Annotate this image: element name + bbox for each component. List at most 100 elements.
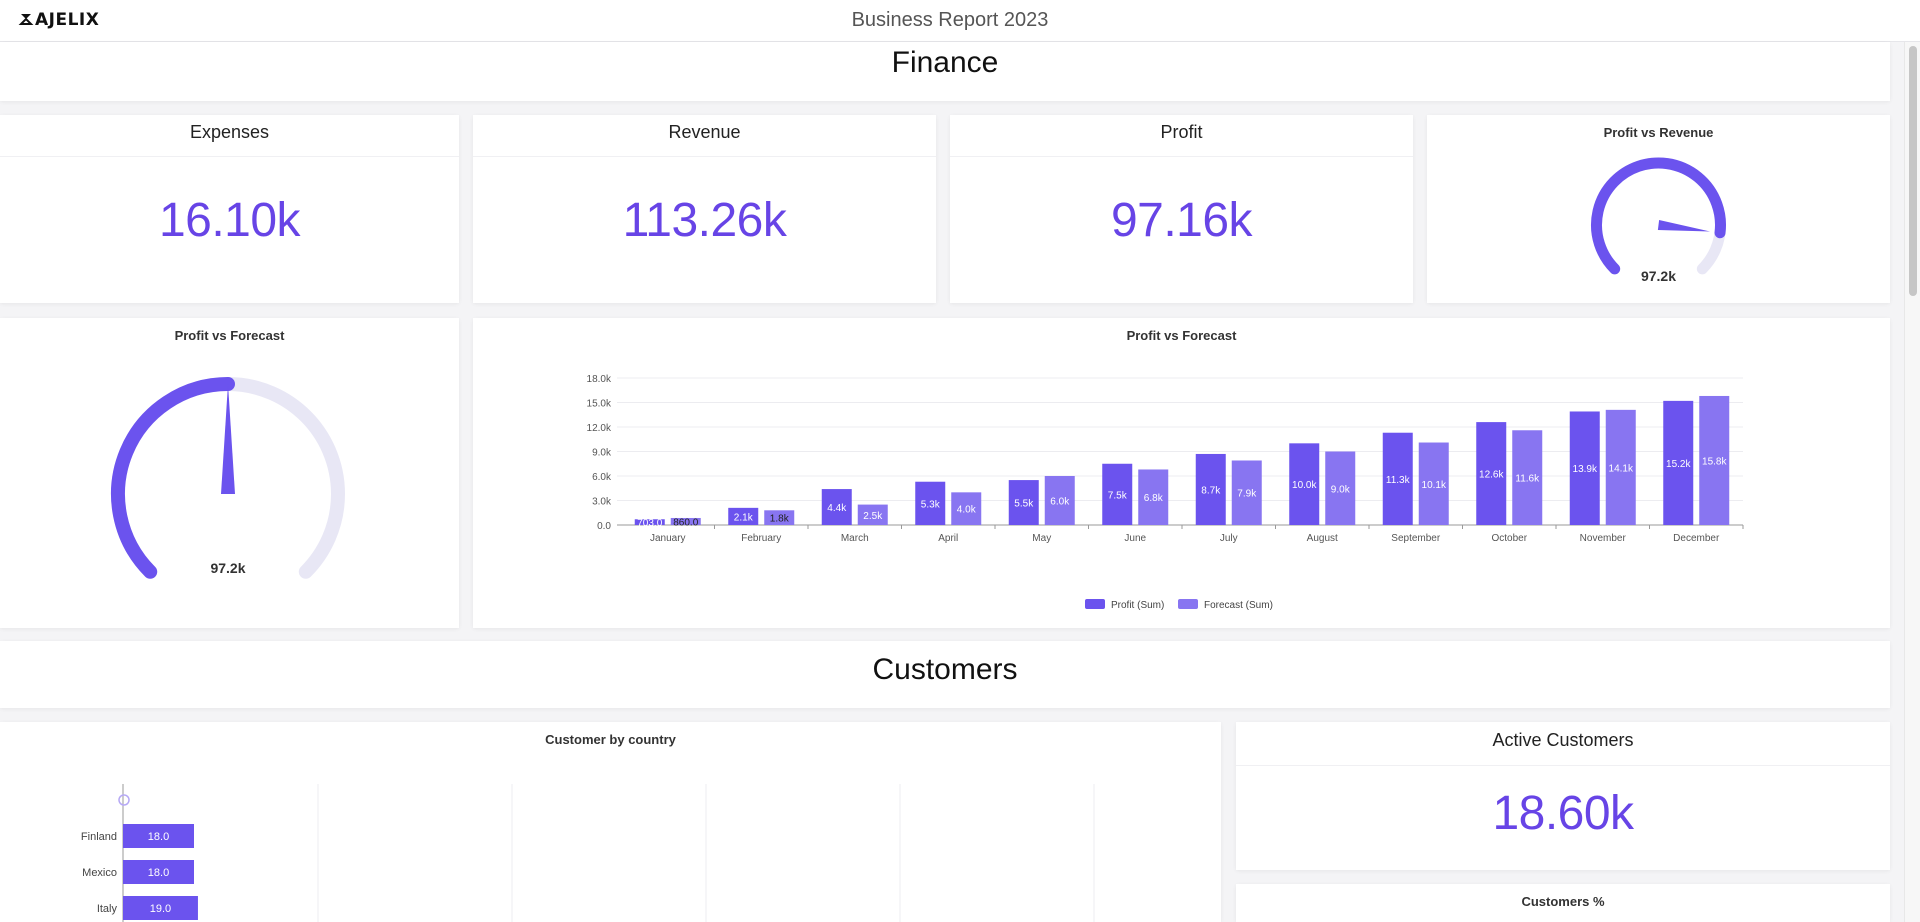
- report-title: Business Report 2023: [851, 9, 1049, 31]
- finance-section-header: Finance: [0, 42, 1890, 101]
- bar: [1605, 409, 1636, 525]
- legend-swatch: [1178, 599, 1198, 609]
- kpi-value-expenses: 16.10k: [158, 194, 301, 247]
- x-tick-label: April: [938, 533, 958, 544]
- bar-data-label: 18.0: [148, 831, 169, 843]
- bar: [670, 517, 701, 525]
- gauge-large-fill: [111, 377, 235, 579]
- legend-label: Forecast (Sum): [1204, 600, 1273, 611]
- kpi-value-profit: 97.16k: [1110, 194, 1253, 247]
- customer-by-country-card: Customer by country 18.0 Finland 18.0 Mexic…: [0, 722, 1221, 922]
- active-customers-value: 18.60k: [1492, 787, 1634, 840]
- bar-data-label: 12.6k: [1479, 470, 1504, 481]
- active-customers-title: Active Customers: [1236, 722, 1890, 766]
- page-scrollbar[interactable]: [1904, 42, 1920, 922]
- x-tick-label: November: [1580, 533, 1627, 544]
- x-tick-label: February: [741, 533, 781, 544]
- bar-data-label: 14.1k: [1609, 463, 1634, 474]
- y-tick-label: 3.0k: [592, 497, 612, 508]
- y-tick-label: 6.0k: [592, 472, 612, 483]
- finance-section-title: Finance: [891, 46, 999, 79]
- bar-data-label: 2.5k: [863, 511, 883, 522]
- profit-vs-forecast-gauge-card: Profit vs Forecast 97.2k: [0, 318, 459, 628]
- bar-data-label: 6.0k: [1050, 497, 1070, 508]
- bar: [123, 824, 194, 848]
- y-tick-label: 0.0: [597, 521, 611, 532]
- bar-data-label: 15.8k: [1702, 456, 1727, 467]
- legend-swatch: [1085, 599, 1105, 609]
- bar: [634, 519, 665, 525]
- top-bar: AJELIX Business Report 2023: [0, 0, 1920, 42]
- x-tick-label: January: [650, 533, 686, 544]
- gauge-small-needle: [1657, 220, 1711, 232]
- customers-section-title: Customers: [872, 653, 1018, 686]
- customers-percent-card: Customers %: [1236, 884, 1890, 922]
- bar: [821, 489, 852, 525]
- bar: [951, 492, 982, 525]
- bar: [1195, 453, 1226, 525]
- bar-data-label: 11.6k: [1515, 474, 1540, 485]
- active-customers-card: Active Customers 18.60k: [1236, 722, 1890, 870]
- kpi-card-revenue: Revenue 113.26k: [473, 115, 936, 303]
- bar: [123, 896, 198, 920]
- legend-label: Profit (Sum): [1111, 600, 1164, 611]
- customer-by-country-chart: 18.0 Finland 18.0 Mexico 19.0 Italy: [81, 784, 1095, 922]
- bar: [1476, 422, 1507, 525]
- kpi-card-expenses: Expenses 16.10k: [0, 115, 459, 303]
- bar: [1418, 442, 1449, 525]
- bar-data-label: 6.8k: [1144, 493, 1164, 504]
- bar: [1512, 430, 1543, 525]
- bar: [1289, 443, 1320, 525]
- x-tick-label: June: [1124, 533, 1146, 544]
- gauge-small-value: 97.2k: [1641, 268, 1676, 284]
- bar: [1382, 432, 1413, 525]
- bar-data-label: 19.0: [150, 903, 171, 915]
- x-tick-label: August: [1307, 533, 1338, 544]
- profit-vs-forecast-chart-title: Profit vs Forecast: [1126, 328, 1237, 343]
- bar-data-label: 5.3k: [921, 499, 941, 510]
- gauge-large-value: 97.2k: [210, 560, 245, 576]
- ajelix-logo[interactable]: AJELIX: [18, 10, 99, 30]
- y-category-label: Mexico: [82, 867, 117, 879]
- gauge-large-needle: [221, 384, 235, 494]
- y-tick-label: 9.0k: [592, 448, 612, 459]
- bar: [1231, 460, 1262, 525]
- bar: [1699, 395, 1730, 525]
- y-tick-label: 12.0k: [587, 423, 612, 434]
- profit-vs-forecast-bar-chart: 0.0 3.0k 6.0k 9.0k 12.0k 15.0k 18.0k January 703…: [587, 374, 1744, 611]
- bar-data-label: 13.9k: [1573, 464, 1598, 475]
- bar-data-label: 15.2k: [1666, 459, 1691, 470]
- y-tick-label: 18.0k: [587, 374, 612, 385]
- bar-data-label: 7.9k: [1237, 489, 1257, 500]
- profit-vs-forecast-chart-card: Profit vs Forecast 0.0 3.0k 6.0k 9.0k 12.0k 1…: [473, 318, 1890, 628]
- bar-data-label: 5.5k: [1014, 499, 1034, 510]
- bar-data-label: 11.3k: [1386, 475, 1411, 486]
- customers-percent-title: Customers %: [1521, 894, 1605, 909]
- bar-data-label: 4.4k: [827, 503, 847, 514]
- bar: [857, 504, 888, 525]
- bar: [1569, 411, 1600, 525]
- bar: [1102, 463, 1133, 525]
- bar: [1325, 451, 1356, 525]
- bar-data-label: 7.5k: [1108, 490, 1128, 501]
- kpi-title-revenue: Revenue: [473, 115, 936, 157]
- bar: [1044, 476, 1075, 525]
- bar-data-label: 2.1k: [734, 512, 754, 523]
- kpi-value-revenue: 113.26k: [622, 194, 787, 247]
- bar: [1008, 480, 1039, 525]
- bar-data-label: 18.0: [148, 867, 169, 879]
- customer-by-country-title: Customer by country: [545, 732, 676, 747]
- x-tick-label: May: [1032, 533, 1051, 544]
- profit-vs-revenue-gauge: 97.2k: [1591, 157, 1726, 284]
- y-category-label: Italy: [97, 903, 118, 915]
- gauge-small-fill: [1591, 157, 1726, 275]
- bar: [915, 481, 946, 525]
- bar-data-label: 703.0: [637, 518, 662, 529]
- bar: [123, 860, 194, 884]
- kpi-card-profit: Profit 97.16k: [950, 115, 1413, 303]
- bar-data-label: 8.7k: [1201, 485, 1221, 496]
- bar: [764, 510, 795, 525]
- profit-vs-forecast-gauge: 97.2k: [111, 377, 345, 579]
- scrollbar-thumb[interactable]: [1909, 46, 1917, 296]
- profit-vs-revenue-title: Profit vs Revenue: [1603, 125, 1714, 140]
